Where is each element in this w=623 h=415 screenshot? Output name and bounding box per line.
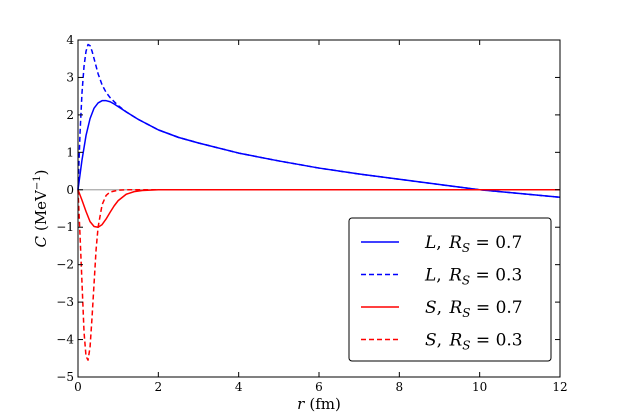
legend-sub: S: [462, 306, 470, 320]
legend-sep: ,: [436, 233, 447, 253]
y-axis-unit-close: ): [32, 169, 50, 175]
y-tick-label: 0: [66, 183, 74, 197]
x-tick-label: 6: [315, 380, 323, 394]
legend-param: R: [448, 331, 462, 351]
y-tick-label: −4: [56, 333, 74, 347]
y-tick-label: −5: [56, 370, 74, 384]
legend-param: R: [448, 266, 462, 286]
x-axis-label: r (fm): [297, 395, 341, 413]
legend-eq: =: [470, 266, 495, 286]
legend-var: L: [424, 266, 436, 286]
legend-sub: S: [462, 339, 470, 353]
legend-var: L: [424, 233, 436, 253]
legend-eq: =: [471, 331, 496, 351]
x-tick-label: 4: [235, 380, 243, 394]
y-axis-unit: (MeV: [32, 189, 50, 231]
legend-box: [348, 217, 552, 362]
legend-val: 0.7: [496, 298, 523, 318]
x-tick-label: 8: [396, 380, 404, 394]
y-tick-label: 2: [66, 108, 74, 122]
x-axis-unit: (fm): [309, 395, 340, 413]
legend-eq: =: [470, 233, 495, 253]
legend-label-0: L, RS = 0.7: [424, 233, 522, 255]
legend-var: S: [425, 298, 437, 318]
legend-label-3: S, RS = 0.3: [425, 331, 523, 353]
legend-eq: =: [471, 298, 496, 318]
y-tick-label: 3: [66, 70, 74, 84]
series-line-2: [77, 189, 560, 228]
legend-label-1: L, RS = 0.3: [424, 266, 522, 288]
x-tick-label: 2: [155, 380, 163, 394]
x-tick-label: 10: [472, 380, 487, 394]
y-tick-label: 4: [66, 33, 74, 47]
legend-sub: S: [462, 274, 470, 288]
series-line-3: [77, 189, 560, 361]
series-line-1: [77, 43, 561, 199]
y-tick-label: −1: [56, 220, 74, 234]
y-axis-label: C (MeV−1): [32, 169, 50, 247]
y-axis-var: C: [32, 236, 50, 248]
x-axis-var: r: [297, 395, 305, 413]
series-layer: [77, 43, 561, 361]
y-tick-label: −3: [56, 295, 74, 309]
legend: L, RS = 0.7L, RS = 0.3S, RS = 0.7S, RS =…: [348, 217, 552, 362]
legend-val: 0.3: [495, 266, 522, 286]
legend-var: S: [425, 331, 437, 351]
y-tick-label: −2: [56, 258, 74, 272]
legend-entries: L, RS = 0.7L, RS = 0.3S, RS = 0.7S, RS =…: [361, 233, 523, 353]
legend-param: R: [448, 298, 462, 318]
y-axis-unit-exponent: −1: [32, 175, 43, 190]
x-tick-label: 0: [74, 380, 82, 394]
legend-sep: ,: [437, 298, 448, 318]
legend-val: 0.3: [496, 331, 523, 351]
legend-sub: S: [462, 241, 470, 255]
legend-label-2: S, RS = 0.7: [425, 298, 523, 320]
y-tick-label: 1: [66, 145, 74, 159]
legend-param: R: [448, 233, 462, 253]
legend-val: 0.7: [495, 233, 522, 253]
legend-sep: ,: [437, 331, 448, 351]
legend-sep: ,: [436, 266, 447, 286]
series-line-0: [77, 99, 561, 199]
x-tick-label: 12: [552, 380, 567, 394]
